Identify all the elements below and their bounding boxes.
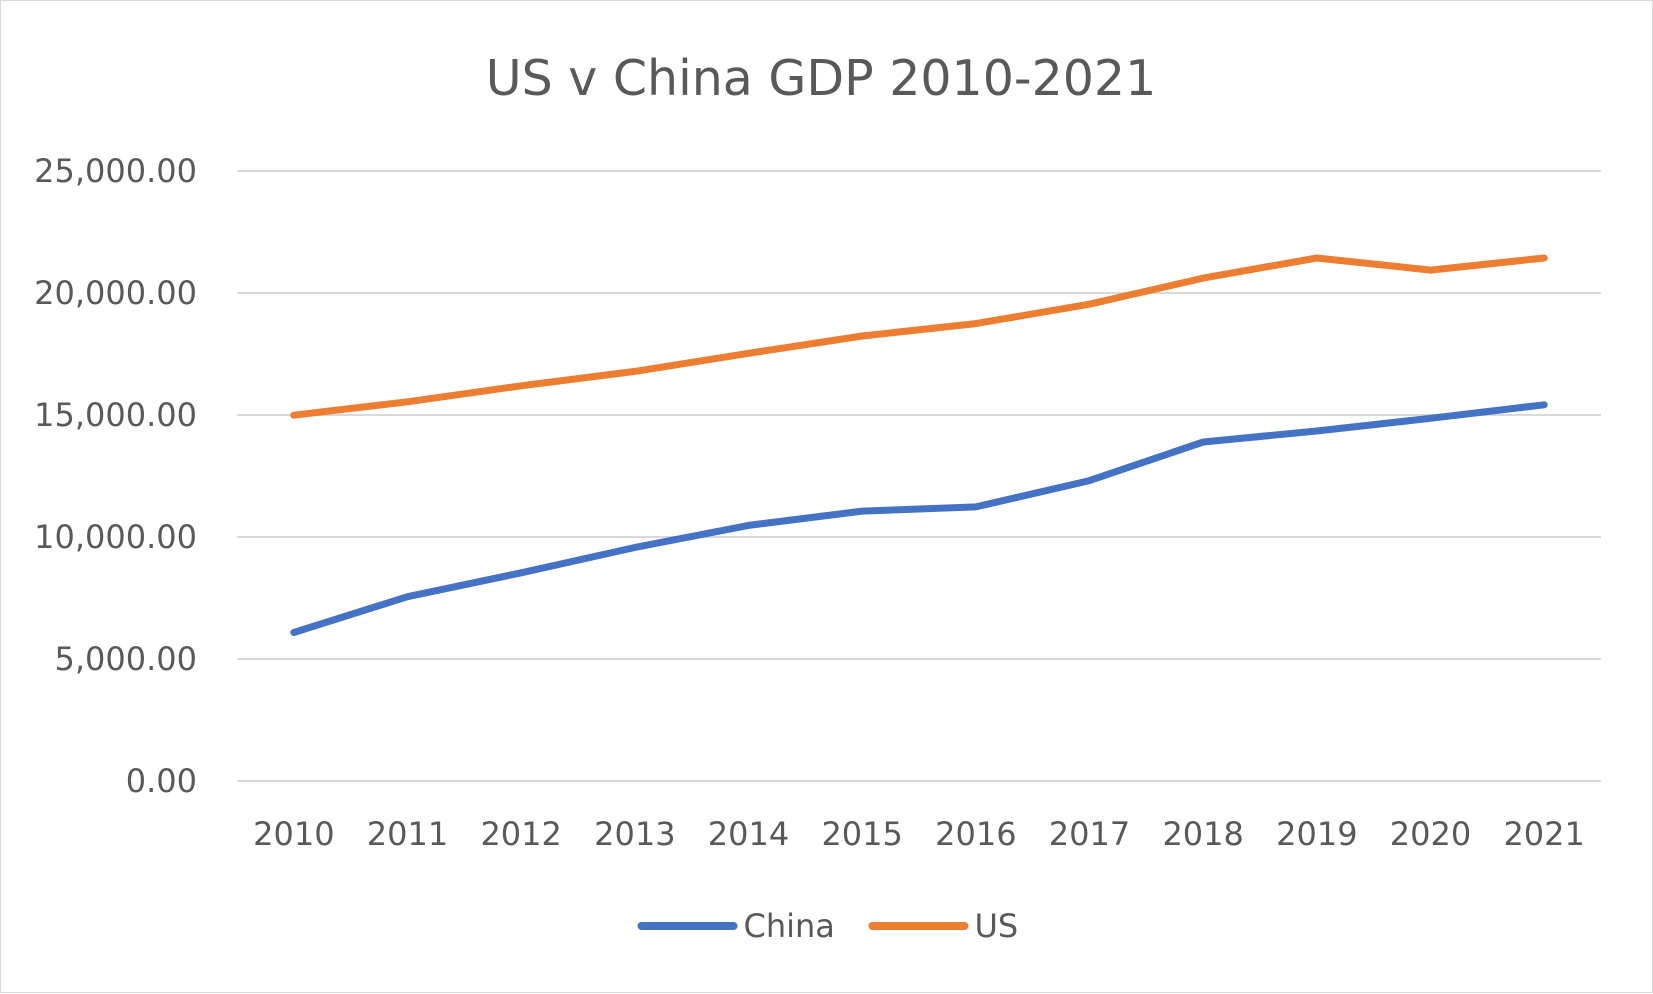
x-tick-label: 2019 (1276, 815, 1357, 853)
x-tick-label: 2011 (367, 815, 448, 853)
y-tick-label: 10,000.00 (34, 518, 197, 556)
y-tick-label: 0.00 (126, 762, 197, 800)
y-tick-label: 5,000.00 (55, 640, 198, 678)
series-line-us (290, 254, 1548, 419)
x-tick-label: 2012 (480, 815, 561, 853)
x-axis-tick-labels: 2010 2011 2012 2013 2014 2015 2016 2017 2018 2019… (253, 815, 1585, 853)
x-tick-label: 2010 (253, 815, 334, 853)
legend: China US (637, 907, 1019, 945)
x-tick-label: 2015 (821, 815, 902, 853)
x-tick-label: 2016 (935, 815, 1016, 853)
chart-title: US v China GDP 2010-2021 (486, 50, 1157, 107)
x-tick-label: 2021 (1503, 815, 1584, 853)
x-tick-label: 2018 (1162, 815, 1243, 853)
x-tick-label: 2014 (708, 815, 789, 853)
y-tick-label: 25,000.00 (34, 152, 197, 190)
x-tick-label: 2013 (594, 815, 675, 853)
x-tick-label: 2020 (1390, 815, 1471, 853)
legend-label-us: US (975, 907, 1019, 945)
y-tick-label: 20,000.00 (34, 274, 197, 312)
y-tick-label: 15,000.00 (34, 396, 197, 434)
series-lines (290, 254, 1548, 636)
y-axis-tick-labels: 0.00 5,000.00 10,000.00 15,000.00 20,000.00 2… (34, 152, 197, 800)
legend-label-china: China (744, 907, 835, 945)
gridlines (237, 170, 1601, 782)
x-tick-label: 2017 (1049, 815, 1130, 853)
series-line-china (290, 401, 1548, 636)
